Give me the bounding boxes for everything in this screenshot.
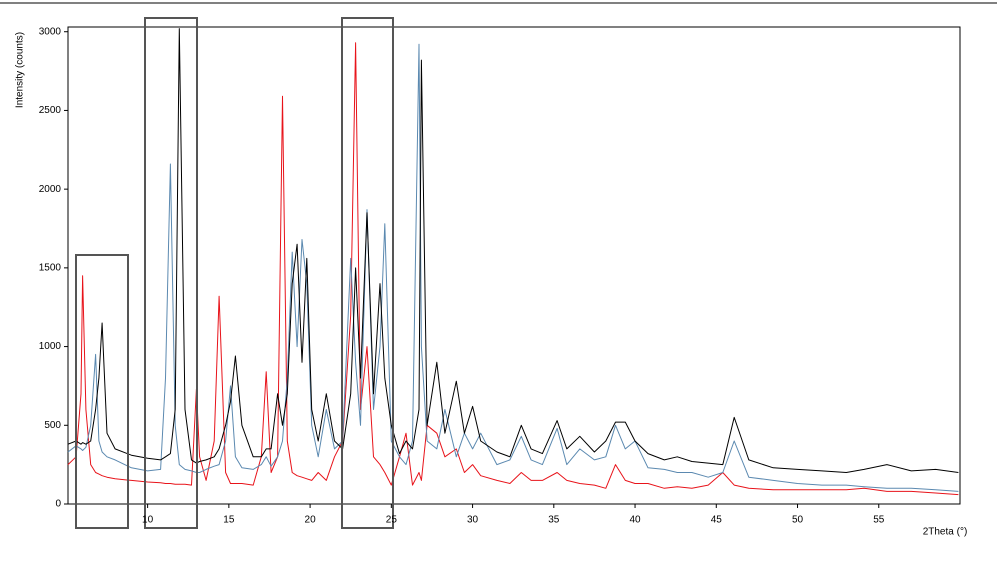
highlight-box: [144, 17, 198, 529]
y-tick-label: 2500: [39, 105, 62, 116]
y-tick-label: 500: [44, 420, 61, 431]
y-tick-label: 1500: [39, 263, 62, 274]
data-line: [67, 42, 959, 496]
x-tick-label: 15: [223, 515, 235, 526]
x-tick-label: 45: [711, 515, 723, 526]
y-tick-label: 2000: [39, 184, 62, 195]
x-tick-label: 10: [142, 515, 154, 526]
x-tick-label: 35: [548, 515, 560, 526]
plot-frame: [67, 26, 961, 505]
x-tick-label: 25: [386, 515, 398, 526]
x-tick-label: 55: [873, 515, 885, 526]
x-tick-label: 20: [305, 515, 317, 526]
y-tick-label: 1000: [39, 341, 62, 352]
highlight-box: [341, 17, 394, 529]
x-axis-label: 2Theta (°): [923, 527, 968, 538]
highlight-box: [75, 254, 129, 529]
x-tick-label: 30: [467, 515, 479, 526]
x-tick-label: 50: [792, 515, 804, 526]
plot-area: [67, 28, 959, 496]
y-axis-label: Intensity (counts): [15, 32, 26, 108]
data-line: [67, 43, 959, 492]
x-tick-label: 40: [629, 515, 641, 526]
data-line: [67, 28, 959, 473]
y-tick-label: 0: [55, 499, 61, 510]
y-tick-label: 3000: [39, 26, 62, 37]
